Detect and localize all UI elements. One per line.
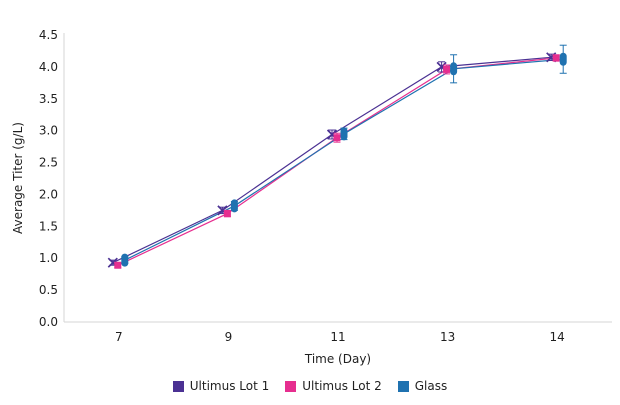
capsule-marker xyxy=(230,199,238,213)
y-tick-label: 3.5 xyxy=(39,92,58,106)
square-marker xyxy=(114,261,122,269)
legend: Ultimus Lot 1 Ultimus Lot 2 Glass xyxy=(0,379,620,393)
y-tick-label: 0.0 xyxy=(39,315,58,329)
x-axis-title: Time (Day) xyxy=(304,352,372,366)
y-tick-label: 4.5 xyxy=(39,28,58,42)
y-tick-label: 2.5 xyxy=(39,156,58,170)
square-marker xyxy=(443,65,451,73)
legend-label-ultimus-lot-2: Ultimus Lot 2 xyxy=(302,379,382,393)
square-marker xyxy=(333,134,341,142)
legend-swatch-ultimus-lot-2 xyxy=(285,380,297,392)
series-points-ultimus-lot-1 xyxy=(107,52,557,268)
x-marker xyxy=(436,61,447,72)
y-tick-label: 1.5 xyxy=(39,219,58,233)
square-marker xyxy=(223,210,231,218)
capsule-marker xyxy=(450,62,458,76)
x-tick-label: 11 xyxy=(330,330,345,344)
y-tick-label: 4.0 xyxy=(39,60,58,74)
axes xyxy=(63,33,612,323)
y-tick-labels: 0.0 0.5 1.0 1.5 2.0 2.5 3.0 3.5 4.0 4.5 xyxy=(39,28,58,329)
x-tick-label: 9 xyxy=(225,330,233,344)
legend-item-ultimus-lot-2: Ultimus Lot 2 xyxy=(285,379,382,393)
x-tick-label: 7 xyxy=(115,330,123,344)
capsule-marker xyxy=(340,127,348,141)
series-line-glass xyxy=(124,58,564,261)
legend-label-ultimus-lot-1: Ultimus Lot 1 xyxy=(189,379,270,393)
y-tick-label: 1.0 xyxy=(39,251,58,265)
legend-item-glass: Glass xyxy=(397,379,448,393)
x-tick-labels: 7 9 11 13 14 xyxy=(115,330,565,344)
capsule-marker xyxy=(559,52,567,66)
series-points-ultimus-lot-2 xyxy=(114,54,560,269)
legend-swatch-ultimus-lot-1 xyxy=(172,380,184,392)
series-points-glass xyxy=(121,44,567,267)
legend-label-glass: Glass xyxy=(414,379,448,393)
legend-swatch-glass xyxy=(397,380,409,392)
x-tick-label: 13 xyxy=(440,330,455,344)
y-tick-label: 3.0 xyxy=(39,124,58,138)
y-axis-title: Average Titer (g/L) xyxy=(11,122,25,234)
square-marker xyxy=(552,54,560,62)
y-tick-label: 0.5 xyxy=(39,283,58,297)
x-marker xyxy=(217,205,228,216)
x-marker xyxy=(326,129,338,140)
series-line-ultimus-lot-1 xyxy=(112,56,552,264)
y-tick-label: 2.0 xyxy=(39,187,58,201)
x-tick-label: 14 xyxy=(550,330,565,344)
capsule-marker xyxy=(121,253,129,267)
legend-item-ultimus-lot-1: Ultimus Lot 1 xyxy=(172,379,270,393)
series-line-ultimus-lot-2 xyxy=(117,57,557,266)
x-marker xyxy=(107,257,118,268)
